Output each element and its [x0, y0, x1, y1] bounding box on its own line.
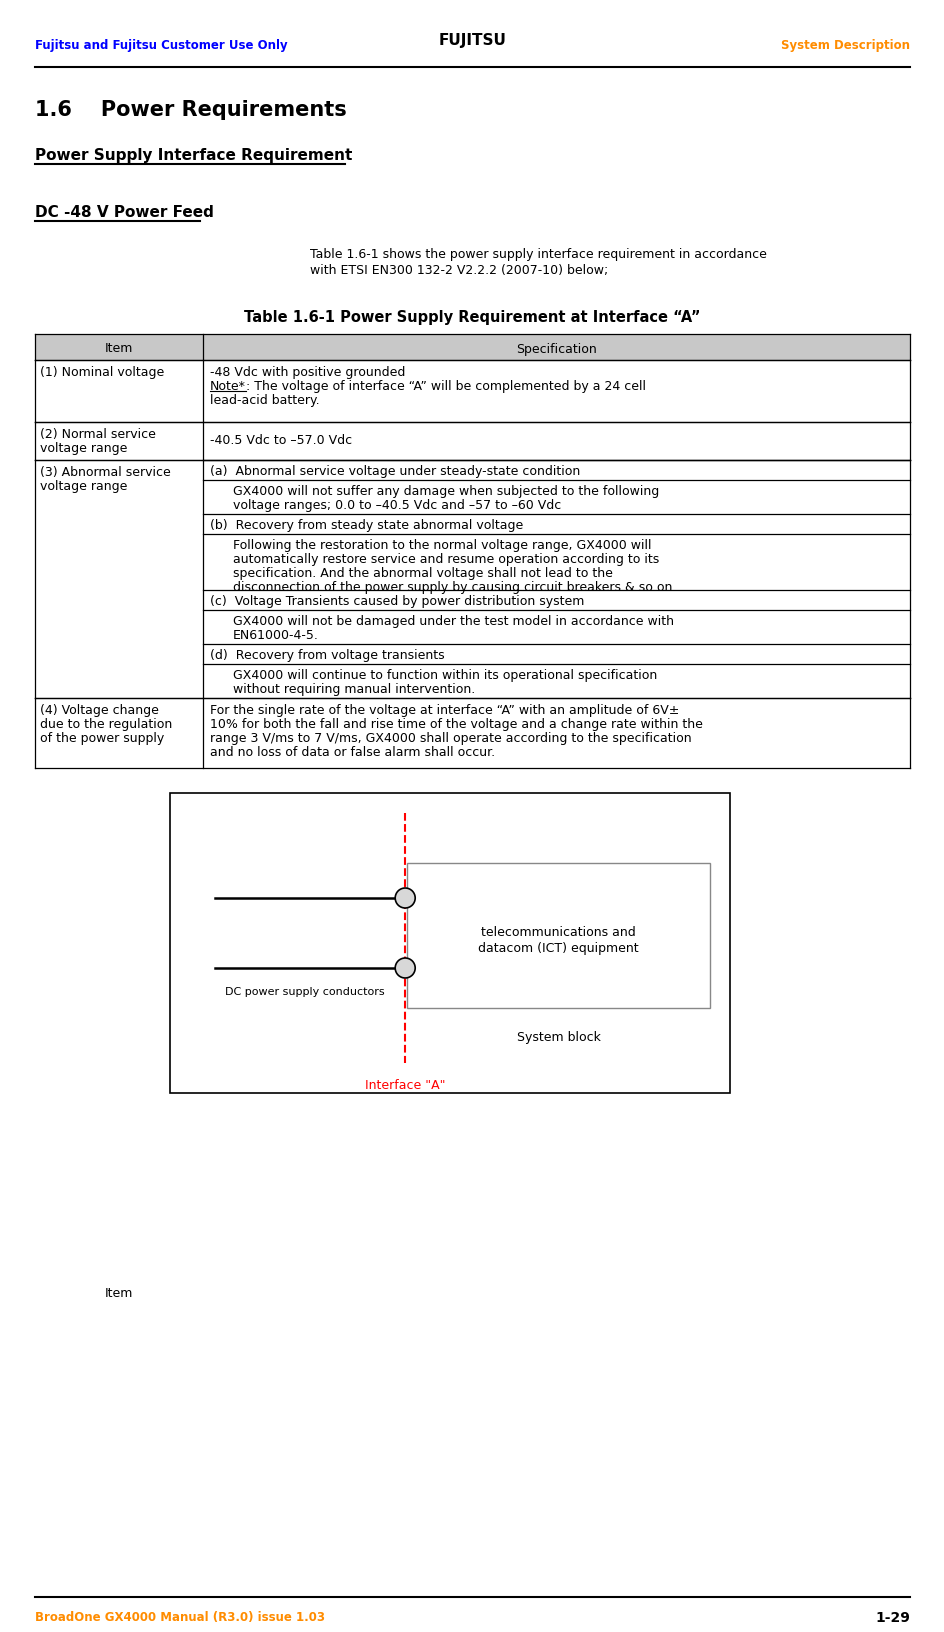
Text: voltage range: voltage range — [40, 442, 127, 455]
Text: 1-29: 1-29 — [874, 1611, 909, 1624]
Text: 1.6    Power Requirements: 1.6 Power Requirements — [35, 100, 346, 119]
Bar — [35, 335, 909, 361]
Text: without requiring manual intervention.: without requiring manual intervention. — [233, 682, 475, 695]
Text: (2) Normal service: (2) Normal service — [40, 428, 156, 441]
Text: DC -48 V Power Feed: DC -48 V Power Feed — [35, 206, 213, 220]
Bar — [407, 863, 709, 1009]
Text: (c)  Voltage Transients caused by power distribution system: (c) Voltage Transients caused by power d… — [210, 594, 583, 607]
Text: datacom (ICT) equipment: datacom (ICT) equipment — [478, 942, 638, 955]
Text: EN61000-4-5.: EN61000-4-5. — [233, 628, 318, 641]
Text: : The voltage of interface “A” will be complemented by a 24 cell: : The voltage of interface “A” will be c… — [245, 380, 646, 393]
Text: GX4000 will continue to function within its operational specification: GX4000 will continue to function within … — [233, 669, 657, 682]
Text: telecommunications and: telecommunications and — [480, 925, 635, 938]
Circle shape — [395, 958, 414, 979]
Text: (d)  Recovery from voltage transients: (d) Recovery from voltage transients — [210, 648, 445, 661]
Text: Power Supply Interface Requirement: Power Supply Interface Requirement — [35, 149, 352, 163]
Circle shape — [395, 888, 414, 909]
Text: with ETSI EN300 132-2 V2.2.2 (2007-10) below;: with ETSI EN300 132-2 V2.2.2 (2007-10) b… — [310, 264, 608, 277]
Text: GX4000 will not suffer any damage when subjected to the following: GX4000 will not suffer any damage when s… — [233, 485, 659, 498]
Text: -48 Vdc with positive grounded: -48 Vdc with positive grounded — [210, 366, 405, 379]
Text: (3) Abnormal service: (3) Abnormal service — [40, 465, 171, 478]
Text: Item: Item — [105, 343, 133, 356]
Text: 10% for both the fall and rise time of the voltage and a change rate within the: 10% for both the fall and rise time of t… — [210, 718, 702, 731]
Text: System Description: System Description — [780, 39, 909, 52]
Text: -40.5 Vdc to –57.0 Vdc: -40.5 Vdc to –57.0 Vdc — [210, 434, 352, 447]
Text: FUJITSU: FUJITSU — [438, 34, 506, 49]
Text: (4) Voltage change: (4) Voltage change — [40, 703, 159, 716]
Text: specification. And the abnormal voltage shall not lead to the: specification. And the abnormal voltage … — [233, 566, 613, 579]
Text: Table 1.6-1 shows the power supply interface requirement in accordance: Table 1.6-1 shows the power supply inter… — [310, 248, 767, 261]
Text: Following the restoration to the normal voltage range, GX4000 will: Following the restoration to the normal … — [233, 539, 650, 552]
Text: Specification: Specification — [515, 343, 597, 356]
Text: (1) Nominal voltage: (1) Nominal voltage — [40, 366, 164, 379]
Text: GX4000 will not be damaged under the test model in accordance with: GX4000 will not be damaged under the tes… — [233, 615, 673, 628]
Text: Interface "A": Interface "A" — [364, 1079, 445, 1092]
Text: For the single rate of the voltage at interface “A” with an amplitude of 6V±: For the single rate of the voltage at in… — [210, 703, 679, 716]
Text: (b)  Recovery from steady state abnormal voltage: (b) Recovery from steady state abnormal … — [210, 519, 523, 532]
Text: automatically restore service and resume operation according to its: automatically restore service and resume… — [233, 553, 659, 566]
Text: disconnection of the power supply by causing circuit breakers & so on.: disconnection of the power supply by cau… — [233, 581, 676, 594]
Text: and no loss of data or false alarm shall occur.: and no loss of data or false alarm shall… — [210, 746, 495, 759]
Text: Fujitsu and Fujitsu Customer Use Only: Fujitsu and Fujitsu Customer Use Only — [35, 39, 287, 52]
Bar — [170, 793, 729, 1093]
Text: range 3 V/ms to 7 V/ms, GX4000 shall operate according to the specification: range 3 V/ms to 7 V/ms, GX4000 shall ope… — [210, 731, 691, 744]
Text: System block: System block — [516, 1030, 599, 1043]
Text: voltage ranges; 0.0 to –40.5 Vdc and –57 to –60 Vdc: voltage ranges; 0.0 to –40.5 Vdc and –57… — [233, 499, 561, 512]
Text: Item: Item — [105, 1286, 133, 1299]
Text: due to the regulation: due to the regulation — [40, 718, 172, 731]
Text: DC power supply conductors: DC power supply conductors — [225, 986, 384, 997]
Text: lead-acid battery.: lead-acid battery. — [210, 393, 319, 406]
Text: Note*: Note* — [210, 380, 245, 393]
Text: BroadOne GX4000 Manual (R3.0) issue 1.03: BroadOne GX4000 Manual (R3.0) issue 1.03 — [35, 1611, 325, 1624]
Text: voltage range: voltage range — [40, 480, 127, 493]
Text: (a)  Abnormal service voltage under steady-state condition: (a) Abnormal service voltage under stead… — [210, 465, 580, 478]
Text: Table 1.6-1 Power Supply Requirement at Interface “A”: Table 1.6-1 Power Supply Requirement at … — [244, 310, 700, 325]
Text: of the power supply: of the power supply — [40, 731, 164, 744]
